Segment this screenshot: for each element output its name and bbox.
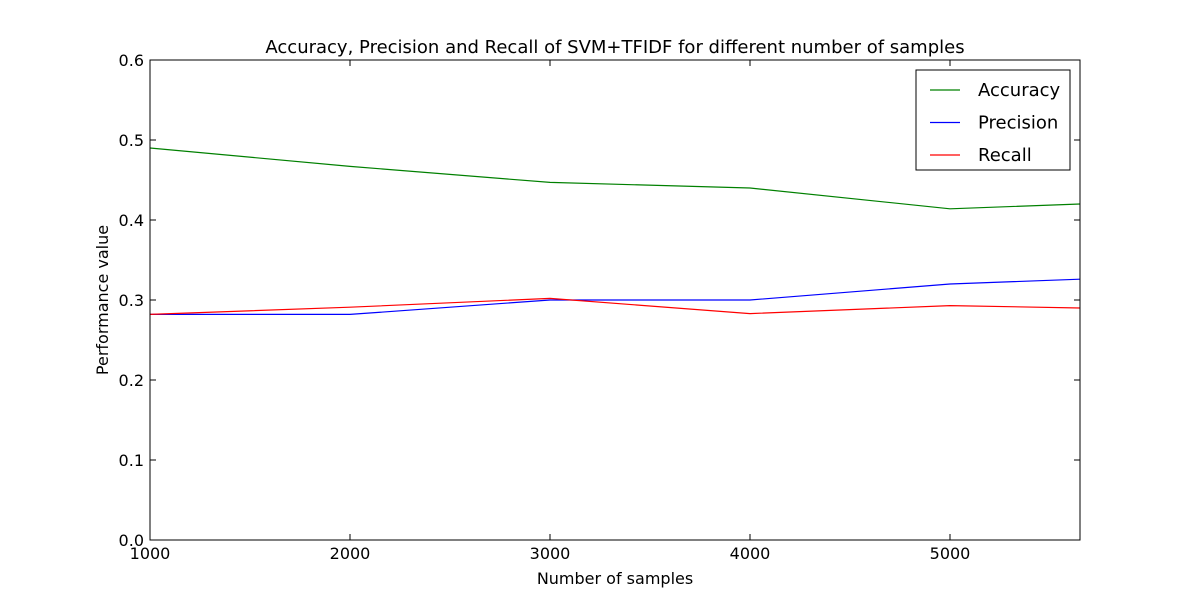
x-tick-label: 4000 xyxy=(730,544,771,563)
legend-label-recall: Recall xyxy=(978,145,1032,166)
legend-label-precision: Precision xyxy=(978,113,1058,134)
y-tick-label: 0.2 xyxy=(119,371,144,390)
x-tick-label: 2000 xyxy=(330,544,371,563)
y-tick-label: 0.1 xyxy=(119,451,144,470)
x-axis-label: Number of samples xyxy=(537,569,693,588)
axes-frame xyxy=(149,59,1081,541)
y-tick-label: 0.0 xyxy=(119,531,144,550)
chart-title: Accuracy, Precision and Recall of SVM+TF… xyxy=(265,37,964,58)
series-line-accuracy xyxy=(149,147,1081,210)
series-line-precision xyxy=(150,278,1081,315)
y-tick-label: 0.3 xyxy=(119,291,144,310)
y-axis-label: Performance value xyxy=(93,225,112,375)
plot-lines xyxy=(149,147,1081,315)
x-tick-label: 3000 xyxy=(530,544,571,563)
legend: Accuracy Precision Recall xyxy=(915,69,1071,171)
tick-labels: 1000 2000 3000 4000 5000 0.0 0.1 0.2 0.3 0.4 0.5 0.… xyxy=(119,51,971,563)
x-tick-label: 1000 xyxy=(130,544,171,563)
y-tick-label: 0.4 xyxy=(119,211,144,230)
legend-label-accuracy: Accuracy xyxy=(978,80,1061,101)
y-tick-label: 0.5 xyxy=(119,131,144,150)
y-tick-label: 0.6 xyxy=(119,51,144,70)
legend-box xyxy=(915,69,1071,171)
series-line-recall xyxy=(149,297,1081,315)
x-tick-label: 5000 xyxy=(930,544,971,563)
